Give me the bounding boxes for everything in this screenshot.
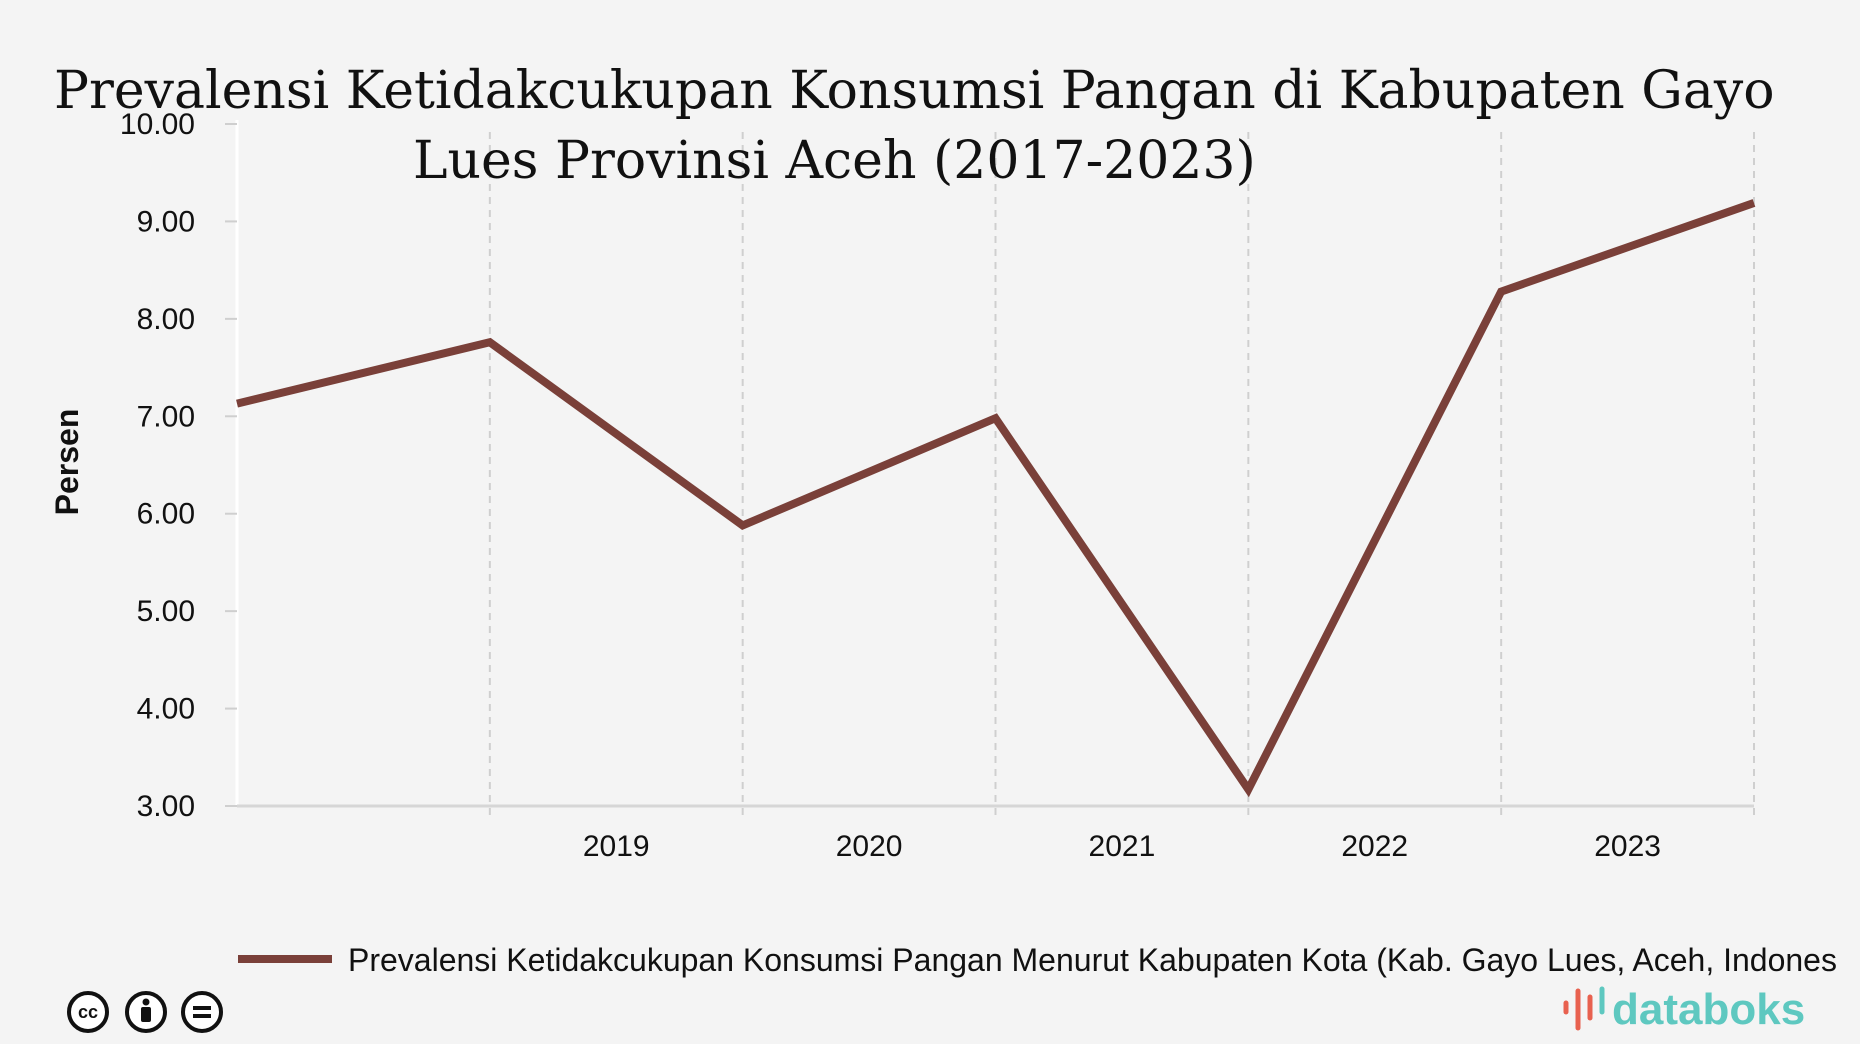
y-tick-label: 8.00: [137, 303, 195, 336]
y-tick-label: 7.00: [137, 400, 195, 433]
x-tick-label: 2021: [1089, 830, 1156, 863]
x-tick-label: 2023: [1594, 830, 1661, 863]
cc-icon: cc: [67, 991, 109, 1033]
axes: [235, 120, 1754, 808]
chart-title-line-1: Prevalensi Ketidakcukupan Konsumsi Panga…: [54, 61, 1775, 121]
y-tick-label: 5.00: [137, 595, 195, 628]
x-tick-label: 2022: [1341, 830, 1408, 863]
y-tick-label: 10.00: [120, 108, 195, 141]
license-icons: cc: [67, 991, 223, 1033]
y-tick-label: 3.00: [137, 790, 195, 823]
databoks-logo: databoks: [1563, 985, 1805, 1034]
nd-icon: [181, 991, 223, 1033]
chart-title: Prevalensi Ketidakcukupan Konsumsi Panga…: [54, 61, 1775, 191]
x-tick-label: 2019: [583, 830, 650, 863]
svg-text:cc: cc: [78, 1002, 98, 1022]
legend[interactable]: Prevalensi Ketidakcukupan Konsumsi Panga…: [238, 942, 1837, 978]
grid-lines: [488, 132, 1755, 818]
y-tick-label: 6.00: [137, 498, 195, 531]
y-axis-title: Persen: [49, 409, 85, 516]
y-axis-ticks: 3.00 4.00 5.00 6.00 7.00 8.00 9.00 10.00: [120, 108, 237, 823]
legend-label: Prevalensi Ketidakcukupan Konsumsi Panga…: [348, 942, 1837, 978]
series-layer: [236, 199, 1756, 798]
brand-name: databoks: [1612, 985, 1805, 1034]
x-tick-label: 2020: [836, 830, 903, 863]
x-axis-ticks: 2019 2020 2021 2022 2023: [583, 830, 1661, 863]
y-tick-label: 9.00: [137, 205, 195, 238]
y-tick-label: 4.00: [137, 693, 195, 726]
chart-title-line-2: Lues Provinsi Aceh (2017-2023): [413, 131, 1256, 191]
by-icon: [125, 991, 167, 1033]
databoks-logo-icon: [1563, 986, 1605, 1031]
